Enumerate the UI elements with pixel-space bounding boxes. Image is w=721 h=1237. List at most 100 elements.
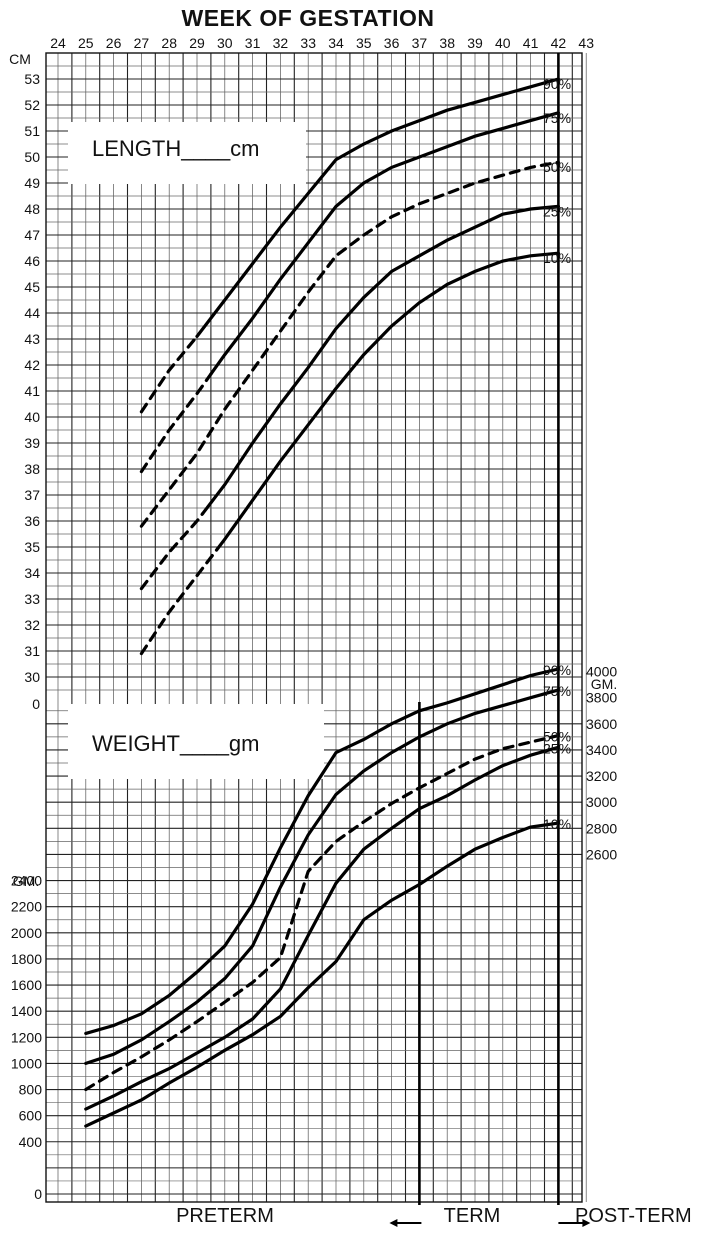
series-line-dashed — [139, 160, 560, 528]
x-tick-label: 31 — [245, 35, 261, 51]
weight-y-left-tick-label: 800 — [19, 1082, 43, 1098]
weight-y-left-unit: GM. — [13, 873, 39, 889]
length-y-tick-label: 32 — [24, 617, 40, 633]
length-percentile-label: 50% — [543, 159, 571, 175]
series-line — [84, 745, 560, 1111]
series-line — [84, 688, 560, 1065]
length-y-tick-label: 40 — [24, 409, 40, 425]
x-tick-label: 36 — [384, 35, 400, 51]
weight-y-left-tick-label: 2400 — [11, 873, 42, 889]
weight-box-bg — [68, 704, 324, 779]
length-series-10pct — [139, 251, 560, 656]
weight-series-25pct — [84, 745, 560, 1111]
weight-series-50pct — [84, 734, 560, 1092]
x-tick-label: 39 — [467, 35, 483, 51]
series-line-dashed — [84, 734, 560, 1092]
x-tick-label: 35 — [356, 35, 372, 51]
x-tick-label: 37 — [412, 35, 428, 51]
weight-series-75pct — [84, 688, 560, 1065]
length-box-label: LENGTH____cm — [92, 136, 260, 161]
length-y-tick-label: 38 — [24, 461, 40, 477]
weight-series-90pct — [84, 667, 560, 1035]
term-label: TERM — [444, 1205, 501, 1227]
length-y-tick-label: 50 — [24, 149, 40, 165]
series-line — [84, 667, 560, 1035]
weight-y-left-tick-label: 1800 — [11, 951, 42, 967]
x-tick-label: 43 — [578, 35, 594, 51]
weight-y-left-tick-label: 1200 — [11, 1029, 42, 1045]
weight-y-right-tick-label: 2600 — [586, 846, 617, 862]
length-percentile-label: 25% — [543, 203, 571, 219]
length-y-tick-label: 39 — [24, 435, 40, 451]
x-tick-label: 26 — [106, 35, 122, 51]
weight-y-left-tick-label: 400 — [19, 1134, 43, 1150]
series-line — [209, 111, 560, 376]
x-tick-label: 34 — [328, 35, 344, 51]
length-percentile-label: 10% — [543, 250, 571, 266]
length-y-tick-label: 0 — [32, 696, 40, 712]
x-tick-label: 41 — [523, 35, 539, 51]
series-line — [214, 251, 560, 552]
series-line-dashed — [139, 334, 199, 414]
grid — [46, 52, 587, 1202]
term-arrow-head — [389, 1219, 398, 1227]
x-tick-label: 27 — [134, 35, 150, 51]
weight-box-label: WEIGHT____gm — [92, 731, 260, 756]
weight-y-right-tick-label: 3400 — [586, 742, 617, 758]
series-line — [201, 204, 560, 516]
weight-y-left-tick-label: 2200 — [11, 899, 42, 915]
length-y-tick-label: 36 — [24, 513, 40, 529]
length-y-tick-label: 46 — [24, 253, 40, 269]
weight-y-right-tick-label: 3600 — [586, 716, 617, 732]
length-series-25pct — [139, 204, 560, 591]
weight-y-right-tick-label: 3000 — [586, 794, 617, 810]
length-y-tick-label: 44 — [24, 305, 40, 321]
x-tick-label: 32 — [273, 35, 289, 51]
length-y-unit: CM — [9, 51, 31, 67]
x-tick-label: 42 — [551, 35, 567, 51]
x-tick-label: 29 — [189, 35, 205, 51]
postterm-label: POST-TERM — [575, 1205, 692, 1227]
weight-percentile-label: 75% — [543, 683, 571, 699]
weight-y-right-tick-label: 3200 — [586, 768, 617, 784]
series-line-dashed — [139, 512, 205, 591]
preterm-label: PRETERM — [176, 1205, 274, 1227]
weight-y-right-tick-label: 4000 — [586, 664, 617, 680]
length-y-tick-label: 43 — [24, 331, 40, 347]
length-percentile-label: 90% — [543, 76, 571, 92]
length-series-90pct — [139, 77, 560, 414]
length-box-bg — [68, 122, 306, 184]
weight-y-left-tick-label: 1600 — [11, 977, 42, 993]
plot-frame — [45, 52, 583, 1203]
x-tick-label: 30 — [217, 35, 233, 51]
length-y-tick-label: 42 — [24, 357, 40, 373]
postterm-arrow-head — [582, 1219, 591, 1227]
weight-y-left-tick-label: 2000 — [11, 925, 42, 941]
length-y-tick-label: 30 — [24, 669, 40, 685]
weight-y-right-tick-label: 2800 — [586, 820, 617, 836]
length-y-tick-label: 52 — [24, 97, 40, 113]
length-y-tick-label: 31 — [24, 643, 40, 659]
x-tick-label: 25 — [78, 35, 94, 51]
series-line-dashed — [139, 372, 213, 474]
length-y-tick-label: 41 — [24, 383, 40, 399]
weight-y-right-tick-label: 3800 — [586, 690, 617, 706]
length-y-tick-label: 33 — [24, 591, 40, 607]
length-series-50pct — [139, 160, 560, 528]
series-line — [84, 821, 560, 1128]
weight-y-left-tick-label: 0 — [34, 1186, 42, 1202]
length-y-tick-label: 37 — [24, 487, 40, 503]
x-tick-label: 38 — [439, 35, 455, 51]
weight-percentile-label: 50% — [543, 729, 571, 745]
weight-percentile-label: 10% — [543, 816, 571, 832]
weight-y-left-tick-label: 1000 — [11, 1055, 42, 1071]
length-percentile-label: 75% — [543, 110, 571, 126]
weight-percentile-label: 90% — [543, 662, 571, 678]
weight-y-right-unit: GM. — [591, 676, 617, 692]
weight-series-10pct — [84, 821, 560, 1128]
series-line — [195, 77, 560, 338]
x-tick-label: 24 — [50, 35, 66, 51]
chart-title: WEEK OF GESTATION — [182, 5, 435, 31]
